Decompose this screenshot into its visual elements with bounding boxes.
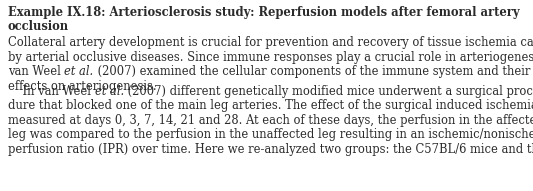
Text: van Weel: van Weel (8, 65, 64, 78)
Text: effects on arteriogenesis.: effects on arteriogenesis. (8, 80, 157, 93)
Text: measured at days 0, 3, 7, 14, 21 and 28. At each of these days, the perfusion in: measured at days 0, 3, 7, 14, 21 and 28.… (8, 114, 533, 127)
Text: leg was compared to the perfusion in the unaffected leg resulting in an ischemic: leg was compared to the perfusion in the… (8, 128, 533, 141)
Text: (2007) examined the cellular components of the immune system and their: (2007) examined the cellular components … (94, 65, 530, 78)
Text: Example IX.18: Arteriosclerosis study: Reperfusion models after femoral artery: Example IX.18: Arteriosclerosis study: R… (8, 6, 520, 19)
Text: et al.: et al. (64, 65, 94, 78)
Text: et al.: et al. (95, 85, 124, 98)
Text: Collateral artery development is crucial for prevention and recovery of tissue i: Collateral artery development is crucial… (8, 36, 533, 49)
Text: (2007) different genetically modified mice underwent a surgical proce-: (2007) different genetically modified mi… (124, 85, 533, 98)
Text: perfusion ratio (IPR) over time. Here we re-analyzed two groups: the C57BL/6 mic: perfusion ratio (IPR) over time. Here we… (8, 143, 533, 156)
Text: In van Weel: In van Weel (8, 85, 95, 98)
Text: by arterial occlusive diseases. Since immune responses play a crucial role in ar: by arterial occlusive diseases. Since im… (8, 51, 533, 64)
Text: occlusion: occlusion (8, 20, 69, 33)
Text: dure that blocked one of the main leg arteries. The effect of the surgical induc: dure that blocked one of the main leg ar… (8, 99, 533, 112)
